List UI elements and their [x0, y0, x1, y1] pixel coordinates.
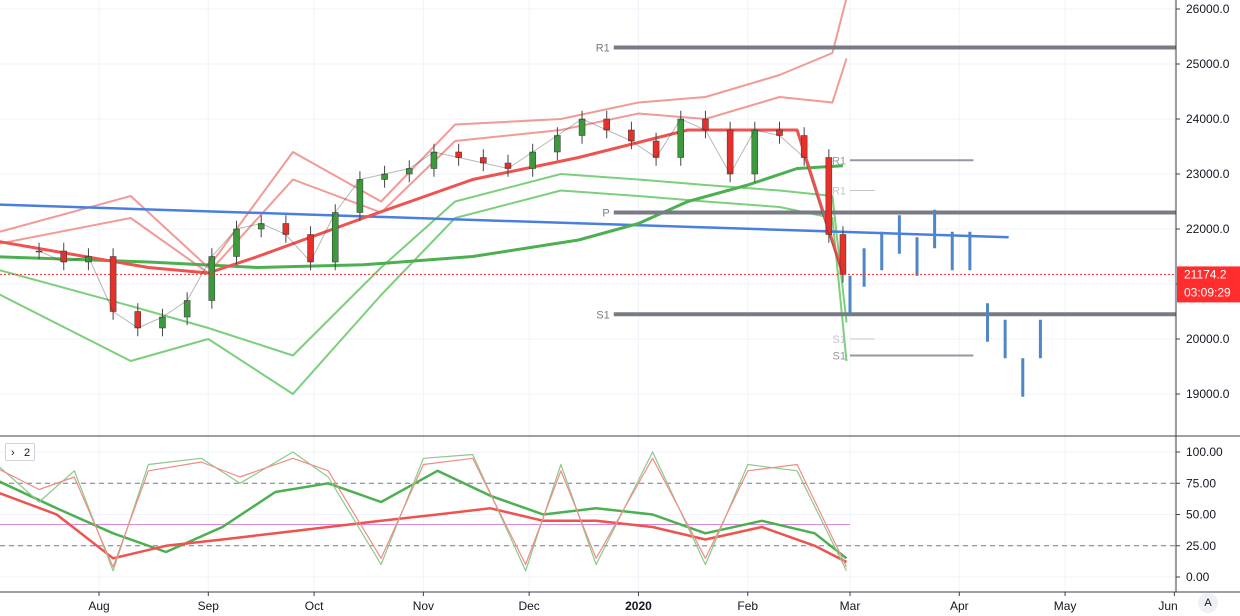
- indicator-overlays: [0, 128, 1009, 275]
- candle-body: [35, 250, 43, 253]
- osc-tick-label: 50.00: [1186, 508, 1216, 522]
- countdown-timer: 03:09:29: [1184, 285, 1231, 299]
- candle-body: [208, 256, 216, 301]
- price-tick-label: 24000.0: [1186, 112, 1230, 126]
- time-tick-label: Dec: [518, 599, 539, 613]
- auto-scale-button[interactable]: A: [1198, 593, 1218, 613]
- band-lower_inner: [0, 173, 848, 357]
- candle-body: [529, 151, 536, 169]
- time-tick-label: Mar: [840, 599, 861, 613]
- price-tick-label: 19000.0: [1186, 387, 1230, 401]
- time-tick-label: Jun: [1158, 599, 1177, 613]
- close-line: [38, 118, 844, 329]
- osc-tick-label: 25.00: [1186, 539, 1216, 553]
- candle-body: [85, 256, 92, 263]
- candle-body: [578, 118, 586, 136]
- moving-average-1: [0, 164, 843, 269]
- last-price-value: 21174.2: [1184, 267, 1227, 281]
- candle-body: [331, 212, 339, 263]
- chart-grid: [0, 0, 1176, 592]
- candle-body: [406, 168, 413, 175]
- candle-body: [109, 256, 117, 312]
- last-price-marker: 21174.2 03:09:29: [0, 266, 1240, 303]
- candle-body: [702, 118, 709, 131]
- candle-body: [356, 179, 364, 213]
- time-tick-label: Sep: [198, 599, 220, 613]
- candle-body: [677, 118, 685, 158]
- time-tick-label: Aug: [88, 599, 109, 613]
- candle-body: [825, 157, 833, 235]
- moving-average-2: [0, 128, 845, 275]
- candle-body: [751, 129, 759, 175]
- candle-body: [307, 234, 314, 263]
- time-tick-label: 2020: [625, 599, 652, 613]
- price-tick-label: 20000.0: [1186, 332, 1230, 346]
- projection-bars: [848, 209, 1042, 397]
- candle-body: [60, 250, 67, 263]
- indicator-collapse-button[interactable]: › 2: [5, 443, 35, 461]
- osc-tick-label: 75.00: [1186, 476, 1216, 490]
- price-tick-label: 22000.0: [1186, 222, 1230, 236]
- osc-tick-label: 0.00: [1186, 570, 1210, 584]
- pivot-label-0: R1: [596, 43, 610, 55]
- candle-body: [776, 129, 783, 136]
- last-price-box: [1177, 266, 1240, 303]
- oscillator-panel: [0, 435, 1240, 572]
- candle-body: [652, 140, 660, 158]
- pivot-label-4: S1: [833, 351, 846, 363]
- time-tick-label: Nov: [413, 599, 434, 613]
- osc-series-0: [0, 469, 848, 560]
- candle-body: [800, 135, 808, 158]
- time-tick-label: Feb: [737, 599, 758, 613]
- pivot-label-1: P: [602, 208, 609, 220]
- chevron-right-icon: ›: [11, 447, 15, 459]
- time-tick-label: Apr: [950, 599, 969, 613]
- osc-series-3: [0, 457, 848, 568]
- candle-body: [381, 173, 388, 180]
- candle-body: [726, 129, 734, 175]
- indicator-count: 2: [24, 447, 31, 459]
- pivot-label-3: R1: [832, 155, 846, 167]
- price-series: [35, 110, 847, 337]
- price-tick-label: 26000.0: [1186, 2, 1230, 16]
- candle-body: [233, 228, 240, 257]
- candle-body: [282, 223, 290, 235]
- osc-tick-label: 100.00: [1186, 445, 1223, 459]
- candle-body: [839, 234, 847, 275]
- band-upper_outer: [0, 0, 848, 269]
- candle-body: [257, 223, 265, 230]
- pivot-label-6: S1: [833, 334, 846, 346]
- candle-body: [480, 157, 487, 164]
- osc-series-1: [0, 492, 848, 564]
- band-lower_outer: [0, 189, 848, 395]
- candle-body: [159, 316, 166, 329]
- time-tick-label: Oct: [305, 599, 324, 613]
- candle-body: [455, 151, 462, 158]
- candle-body: [554, 135, 561, 153]
- pivot-label-5: R1: [832, 186, 846, 198]
- pivot-levels: R1 P S1 R1 S1 R1 S1: [596, 43, 1176, 363]
- pivot-label-2: S1: [596, 309, 609, 321]
- time-tick-label: May: [1054, 599, 1077, 613]
- candle-body: [183, 300, 191, 318]
- candle-body: [628, 129, 635, 142]
- price-tick-label: 23000.0: [1186, 167, 1230, 181]
- candle-body: [430, 151, 438, 169]
- candle-body: [134, 311, 142, 329]
- trendline: [0, 203, 1009, 239]
- candle-body: [603, 118, 610, 131]
- price-tick-label: 25000.0: [1186, 57, 1230, 71]
- candle-body: [504, 162, 512, 169]
